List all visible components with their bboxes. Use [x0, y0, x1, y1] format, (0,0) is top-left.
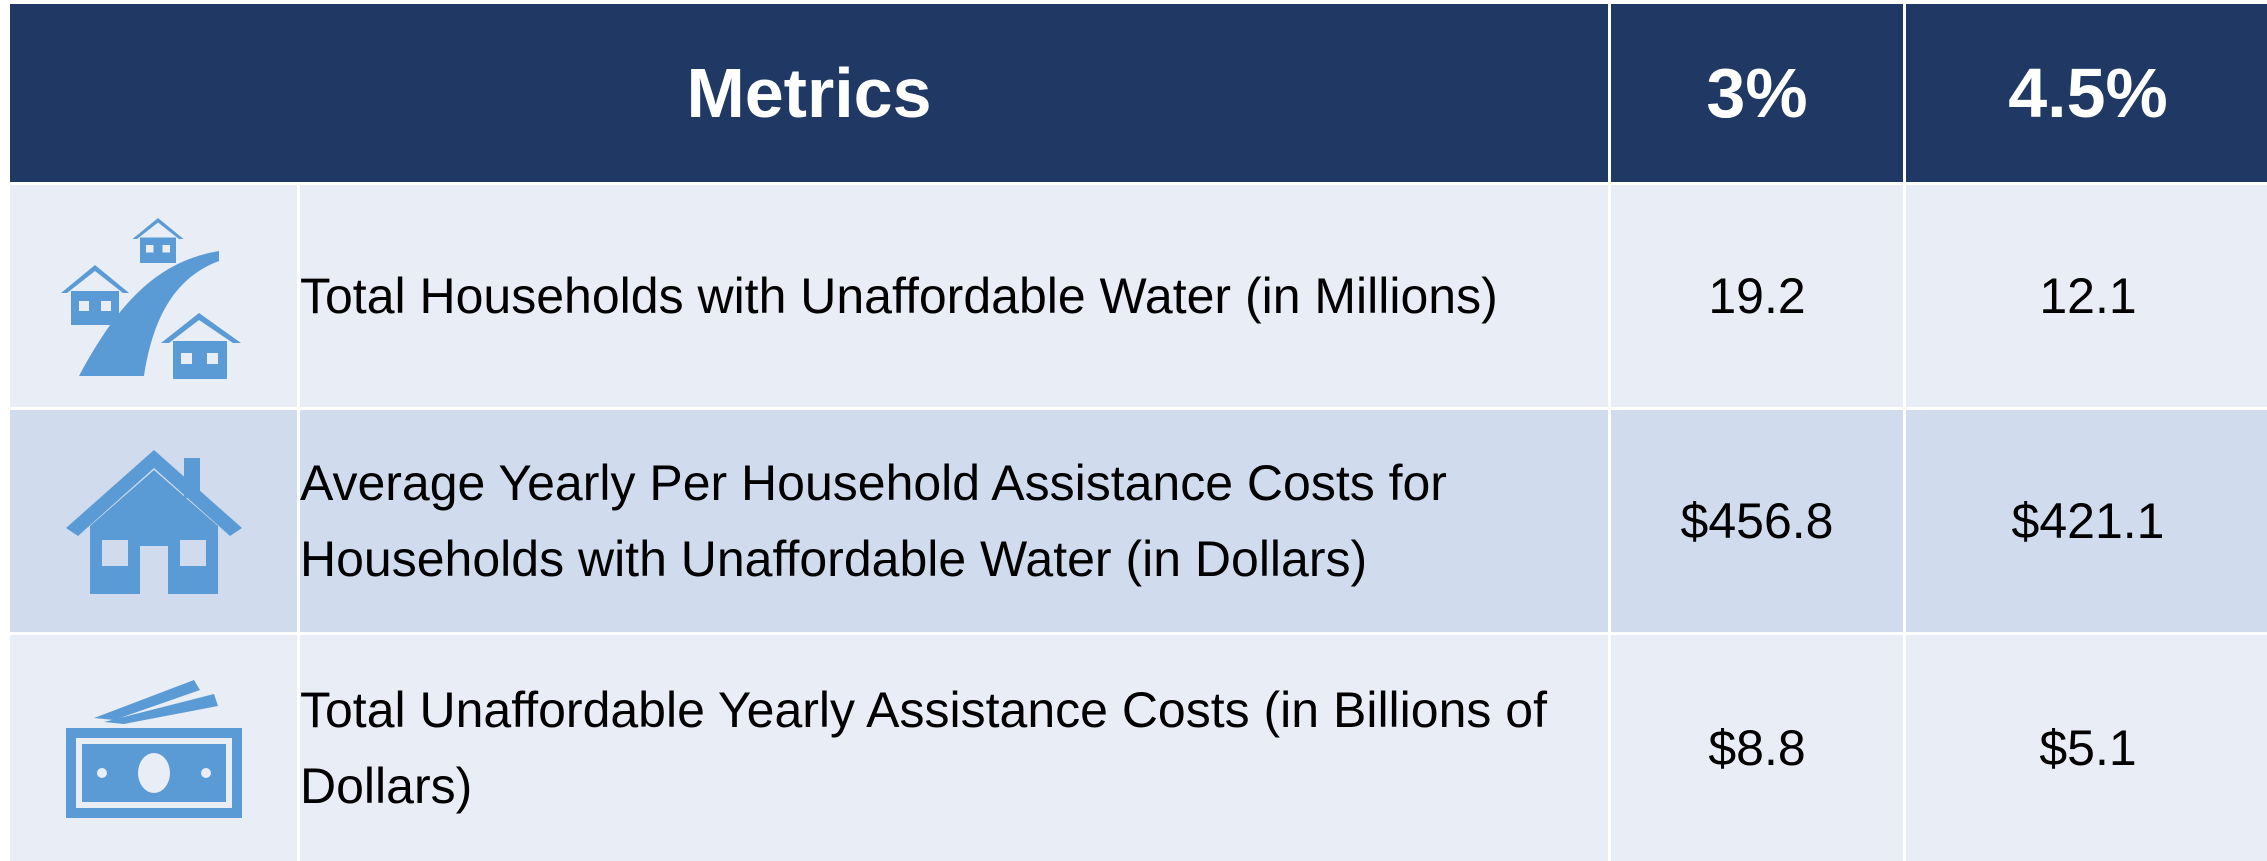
value-text: $456.8 — [1680, 493, 1834, 549]
header-text: 3% — [1706, 54, 1808, 132]
value-cell: $5.1 — [1906, 635, 2267, 861]
money-icon — [65, 680, 242, 818]
icon-cell — [10, 185, 297, 407]
value-cell: $8.8 — [1611, 635, 1903, 861]
header-text: 4.5% — [2008, 54, 2168, 132]
value-text: $8.8 — [1708, 720, 1806, 776]
house-icon — [65, 450, 242, 594]
metric-text: Total Unaffordable Yearly Assistance Cos… — [300, 682, 1547, 814]
value-cell: 12.1 — [1906, 185, 2267, 407]
icon-cell — [10, 635, 297, 861]
header-cell: 3% — [1611, 4, 1903, 182]
value-text: $421.1 — [2011, 493, 2165, 549]
metrics-table: Metrics 3% 4.5% Total Households with Un… — [10, 4, 2267, 861]
icon-cell — [10, 410, 297, 632]
value-cell: $421.1 — [1906, 410, 2267, 632]
value-cell: 19.2 — [1611, 185, 1903, 407]
header-text: Metrics — [686, 54, 932, 132]
houses-icon — [60, 218, 241, 379]
value-text: 12.1 — [2039, 268, 2137, 324]
metric-text: Total Households with Unaffordable Water… — [300, 268, 1498, 324]
value-text: 19.2 — [1708, 268, 1806, 324]
metric-text: Average Yearly Per Household Assistance … — [300, 455, 1447, 587]
value-text: $5.1 — [2039, 720, 2137, 776]
header-cell: Metrics — [10, 4, 1608, 182]
metric-label: Total Households with Unaffordable Water… — [300, 185, 1608, 407]
header-cell: 4.5% — [1906, 4, 2267, 182]
metric-label: Average Yearly Per Household Assistance … — [300, 410, 1608, 632]
value-cell: $456.8 — [1611, 410, 1903, 632]
metric-label: Total Unaffordable Yearly Assistance Cos… — [300, 635, 1608, 861]
